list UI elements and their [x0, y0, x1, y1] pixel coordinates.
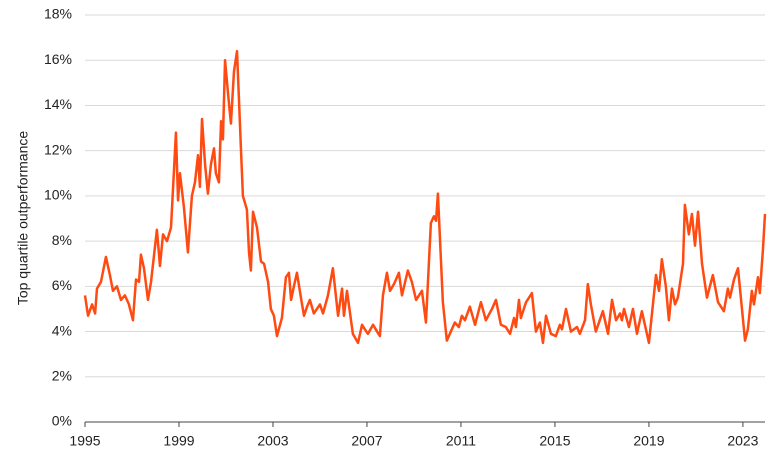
line-series — [83, 49, 767, 345]
x-tick-label: 2015 — [539, 433, 570, 449]
y-tick-label: 16% — [44, 51, 72, 67]
y-tick-label: 6% — [52, 277, 72, 293]
x-tick-label: 1995 — [69, 433, 100, 449]
x-tick-label: 2019 — [633, 433, 664, 449]
y-tick-label: 8% — [52, 232, 72, 248]
y-tick-label: 10% — [44, 187, 72, 203]
y-tick-label: 14% — [44, 96, 72, 112]
x-tick-label: 2007 — [351, 433, 382, 449]
y-axis-label: Top quartile outperformance — [15, 131, 31, 306]
y-tick-label: 2% — [52, 367, 72, 383]
y-tick-label: 18% — [44, 6, 72, 22]
x-tick-label: 1999 — [163, 433, 194, 449]
y-tick-label: 0% — [52, 413, 72, 429]
x-tick-label: 2003 — [257, 433, 288, 449]
y-tick-label: 12% — [44, 141, 72, 157]
y-tick-label: 4% — [52, 322, 72, 338]
x-tick-label: 2023 — [727, 433, 758, 449]
x-tick-label: 2011 — [446, 433, 476, 449]
